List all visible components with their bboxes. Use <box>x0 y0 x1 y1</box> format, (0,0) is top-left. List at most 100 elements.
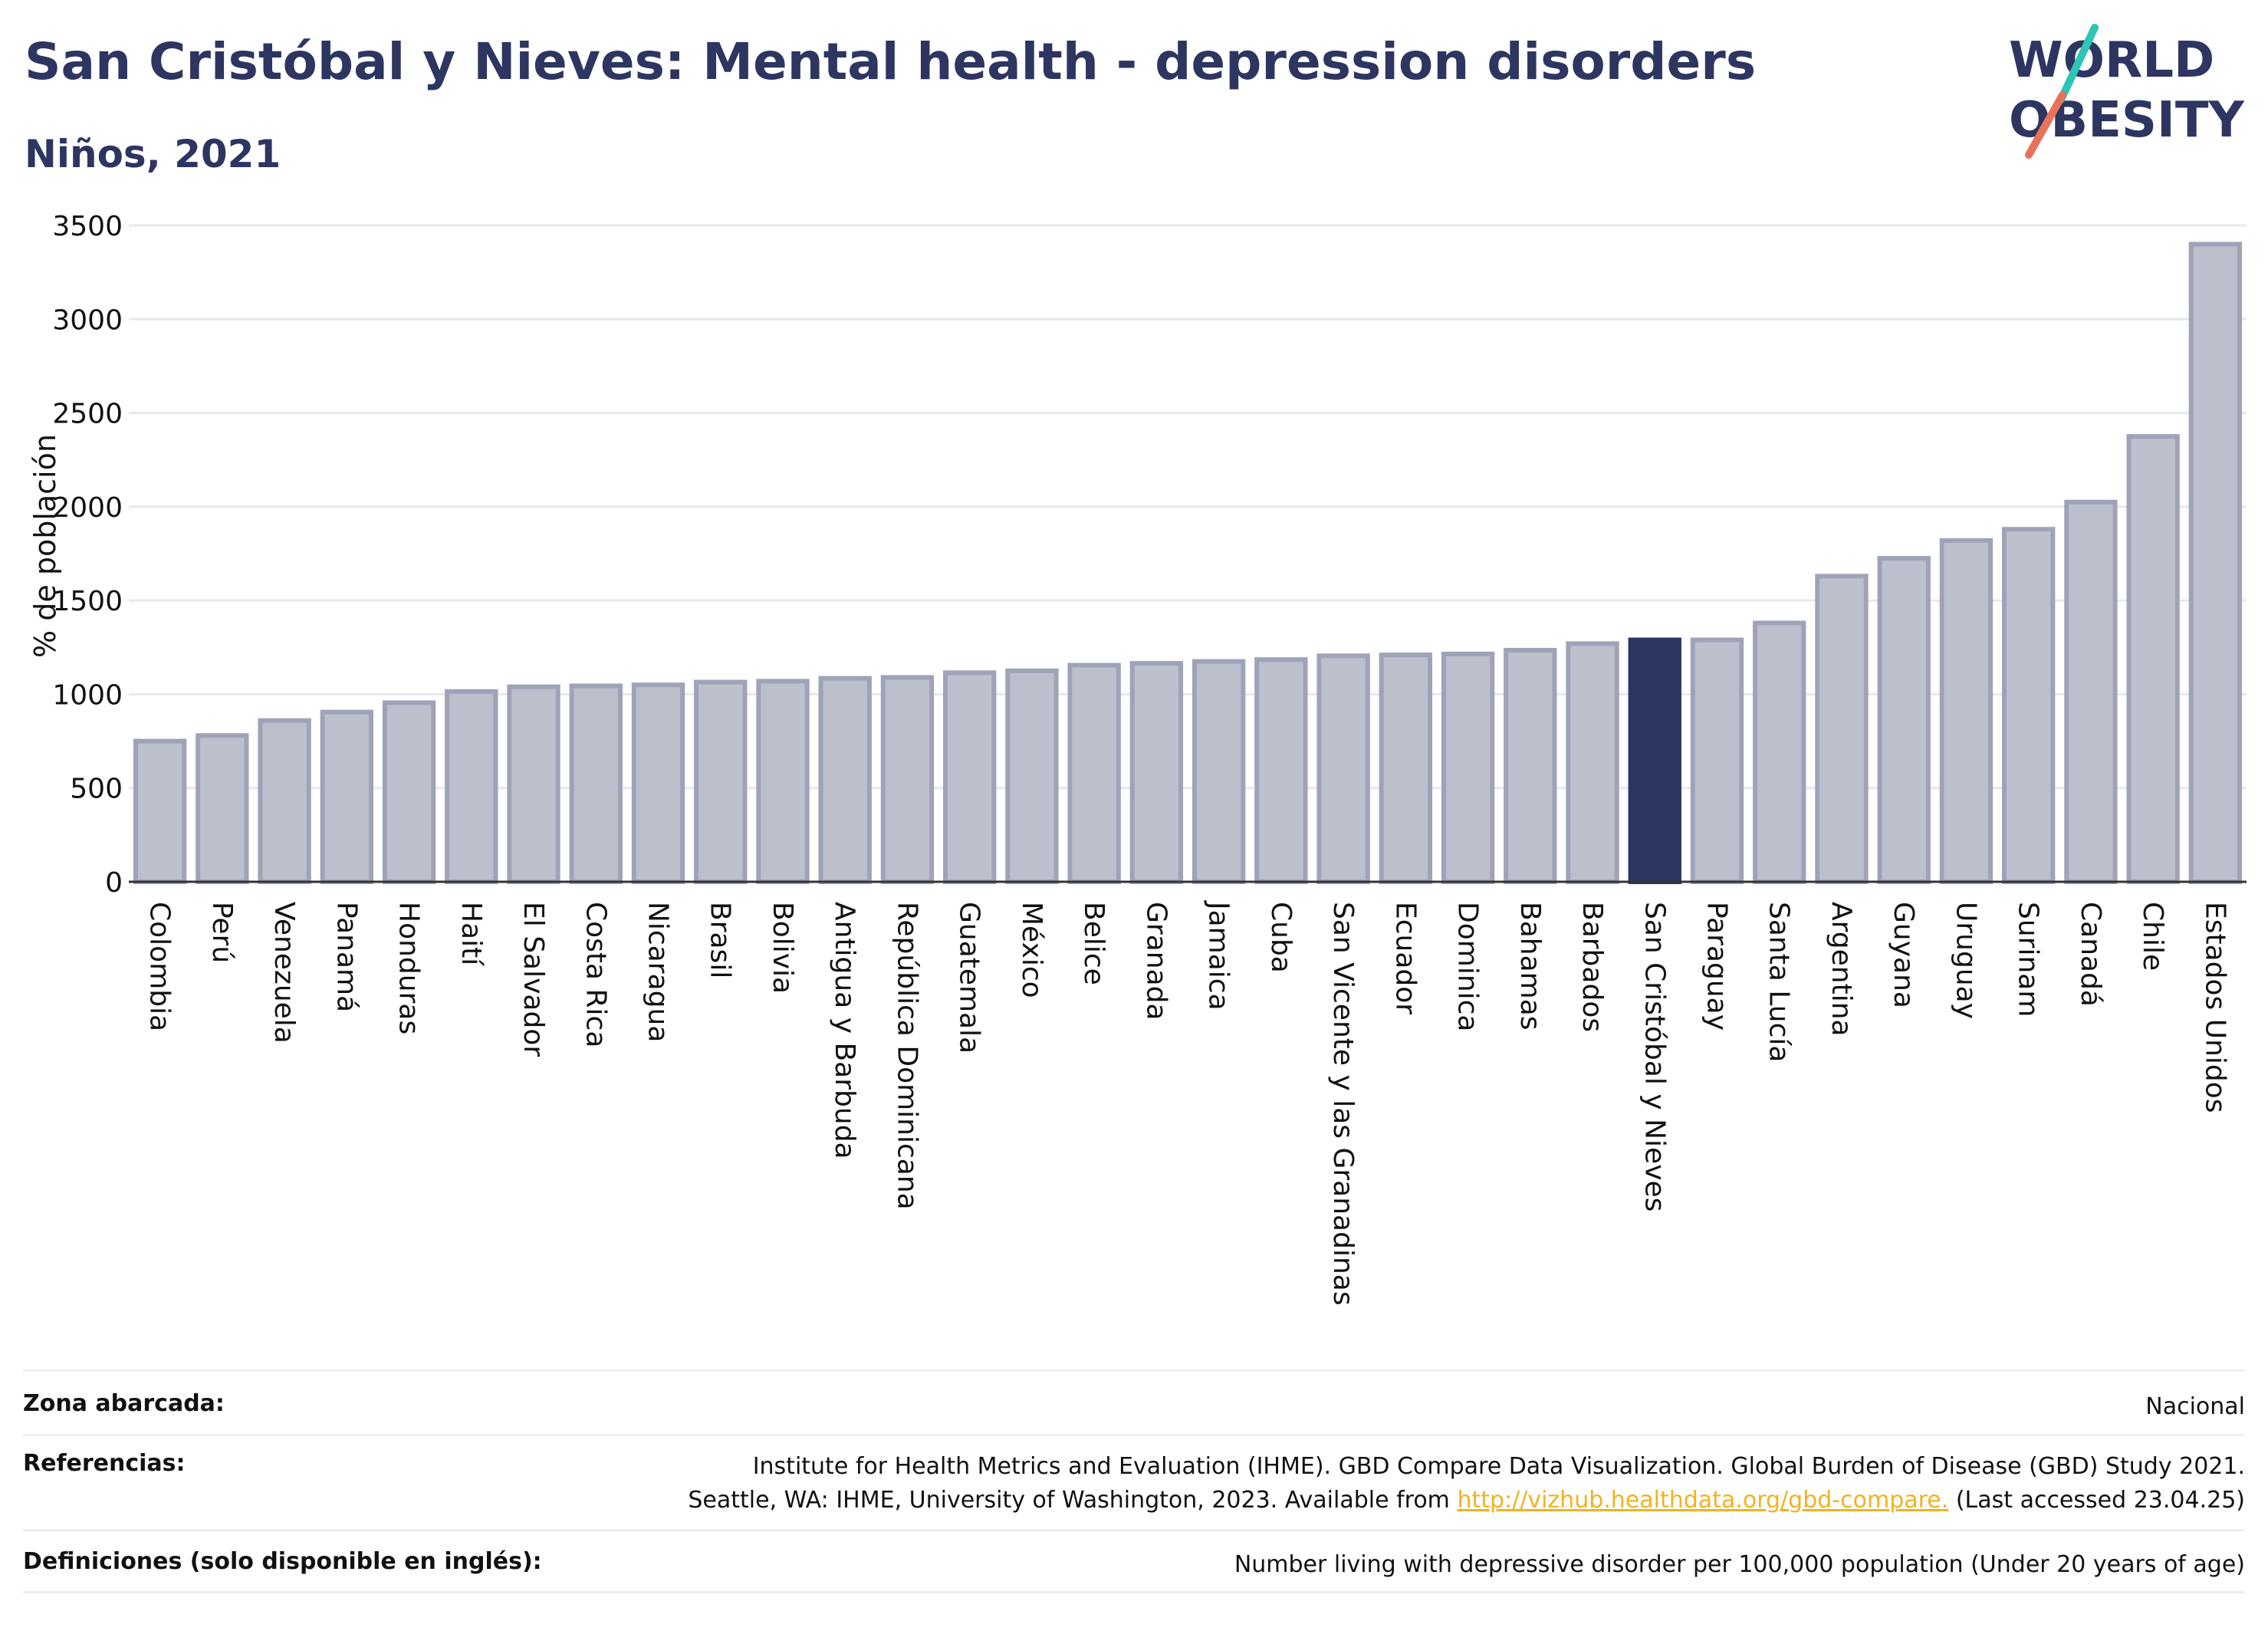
x-tick-label: Antigua y Barbuda <box>829 902 860 1159</box>
bar <box>507 684 560 884</box>
x-tick-label: Granada <box>1140 902 1172 1021</box>
x-tick-label: Honduras <box>393 902 425 1034</box>
bar <box>258 718 311 884</box>
chart-title: San Cristóbal y Nieves: Mental health - … <box>25 32 1757 91</box>
bar <box>1566 641 1619 884</box>
x-tick-label: San Vicente y las Granadinas <box>1327 902 1359 1306</box>
y-tick-label: 0 <box>105 867 123 899</box>
y-tick-label: 1500 <box>52 586 123 617</box>
y-tick-label: 3500 <box>52 211 123 242</box>
bar <box>1877 556 1931 884</box>
x-tick-label: Barbados <box>1576 902 1608 1032</box>
bar <box>1005 668 1059 884</box>
y-axis-ticks: 0 500 1000 1500 2000 2500 3000 3500 <box>52 211 123 899</box>
bar <box>196 733 249 885</box>
x-tick-label: Canadá <box>2075 902 2106 1007</box>
footer-row-referencias: Referencias: Institute for Health Metric… <box>23 1434 2245 1529</box>
x-tick-label: Belice <box>1078 902 1109 985</box>
bar <box>1067 662 1121 885</box>
bar <box>631 682 685 884</box>
world-obesity-logo: WORLD OBESITY <box>2009 24 2244 159</box>
x-tick-label: Guyana <box>1888 902 1919 1008</box>
x-tick-label: Nicaragua <box>643 902 674 1042</box>
bar <box>1504 647 1557 884</box>
x-tick-label: Haití <box>455 902 487 966</box>
x-axis-ticks: Colombia Perú Venezuela Panamá Honduras Haití… <box>144 900 2231 1306</box>
x-tick-label: Bahamas <box>1514 902 1546 1031</box>
bar <box>2126 434 2180 884</box>
x-tick-label: Chile <box>2137 902 2168 971</box>
bar <box>320 709 374 884</box>
x-tick-label: San Cristóbal y Nieves <box>1639 902 1670 1212</box>
referencias-label: Referencias: <box>23 1450 186 1477</box>
bar <box>1441 651 1495 884</box>
y-tick-label: 2000 <box>52 492 123 524</box>
bar <box>133 738 187 884</box>
definiciones-value: Number living with depressive disorder p… <box>1234 1551 2245 1578</box>
x-tick-label: El Salvador <box>518 902 549 1057</box>
bar <box>569 683 623 884</box>
y-tick-label: 1000 <box>52 679 123 711</box>
bar-highlight <box>1628 637 1681 884</box>
x-tick-label: Cuba <box>1265 902 1297 973</box>
x-tick-label: Uruguay <box>1950 902 1981 1019</box>
reference-line-1: Institute for Health Metrics and Evaluat… <box>752 1453 2245 1480</box>
y-tick-label: 500 <box>70 774 123 805</box>
definiciones-label: Definiciones (solo disponible en inglés)… <box>23 1548 542 1575</box>
bar <box>756 679 810 885</box>
y-axis-label: % de población <box>28 434 62 658</box>
bar <box>1129 661 1184 884</box>
x-tick-label: Ecuador <box>1389 902 1421 1014</box>
bar <box>1690 637 1744 884</box>
footer-row-definiciones: Definiciones (solo disponible en inglés)… <box>23 1529 2245 1593</box>
x-tick-label: Costa Rica <box>580 902 611 1047</box>
x-tick-label: Paraguay <box>1701 902 1733 1031</box>
bar <box>2001 527 2056 884</box>
referencias-value: Institute for Health Metrics and Evaluat… <box>688 1450 2245 1517</box>
bar <box>694 679 748 884</box>
chart-footer: Zona abarcada: Nacional Referencias: Ins… <box>23 1369 2245 1593</box>
bar <box>942 670 997 884</box>
x-tick-label: Dominica <box>1452 902 1484 1032</box>
logo-word-world: WORLD <box>2009 32 2214 89</box>
x-tick-label: Colombia <box>144 902 176 1031</box>
bar <box>1379 653 1433 884</box>
zona-value: Nacional <box>2145 1393 2245 1420</box>
zona-label: Zona abarcada: <box>23 1390 225 1417</box>
reference-line-2-pre: Seattle, WA: IHME, University of Washing… <box>688 1487 1458 1514</box>
x-tick-label: Venezuela <box>268 902 300 1044</box>
x-tick-label: Panamá <box>330 902 362 1012</box>
bar <box>1254 657 1308 884</box>
bar <box>1192 659 1246 885</box>
x-tick-label: República Dominicana <box>891 902 922 1210</box>
x-tick-label: Perú <box>206 902 238 963</box>
bar <box>1815 574 1869 884</box>
x-tick-label: Surinam <box>2013 902 2044 1017</box>
bar <box>818 676 872 884</box>
reference-line-2-post: (Last accessed 23.04.25) <box>1948 1487 2245 1514</box>
bars <box>133 242 2243 885</box>
logo-slash-teal <box>2057 24 2099 104</box>
x-tick-label: Brasil <box>705 902 736 978</box>
y-tick-label: 2500 <box>52 399 123 430</box>
chart-subtitle: Niños, 2021 <box>25 132 281 176</box>
bar-chart: 0 500 1000 1500 2000 2500 3000 3500 Colombia Per… <box>28 211 2247 1306</box>
logo-slash-coral <box>2025 91 2066 159</box>
reference-link[interactable]: http://vizhub.healthdata.org/gbd-compare… <box>1457 1487 1949 1514</box>
x-tick-label: Bolivia <box>767 902 798 994</box>
bar <box>1316 653 1370 884</box>
bar <box>382 700 436 884</box>
x-tick-label: Guatemala <box>954 902 985 1054</box>
x-tick-label: Santa Lucía <box>1763 902 1795 1062</box>
bar <box>1939 538 1994 884</box>
x-tick-label: Estados Unidos <box>2199 902 2230 1113</box>
bar <box>445 689 498 885</box>
y-tick-label: 3000 <box>52 304 123 336</box>
bar <box>880 675 935 884</box>
bar <box>2188 242 2243 884</box>
bar <box>1753 620 1806 885</box>
x-tick-label: Jamaica <box>1203 900 1234 1011</box>
footer-row-zona: Zona abarcada: Nacional <box>23 1369 2245 1434</box>
x-tick-label: Argentina <box>1826 902 1857 1037</box>
x-tick-label: México <box>1016 902 1047 998</box>
